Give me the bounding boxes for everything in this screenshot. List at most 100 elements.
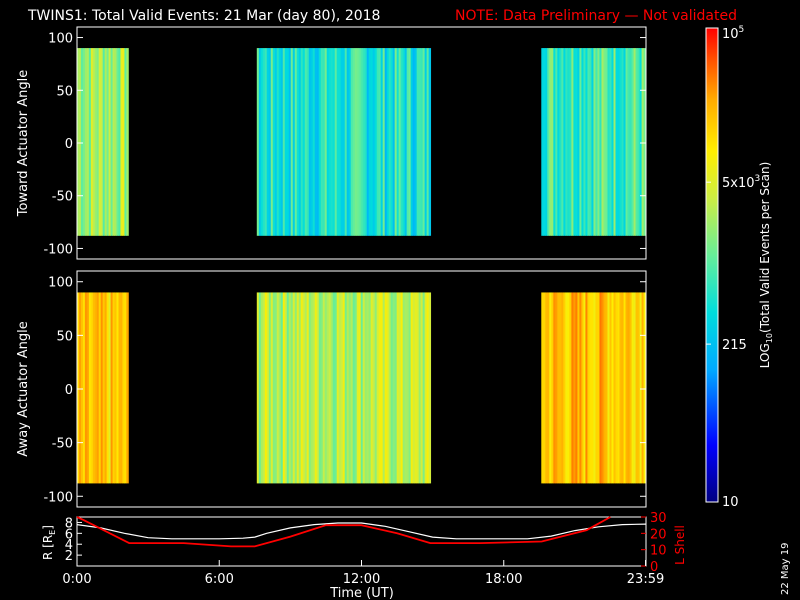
away-y-tick-label: -100 <box>43 490 73 505</box>
away-heatmap-column <box>360 292 364 484</box>
away-heatmap-column <box>77 292 80 484</box>
away-heatmap-column <box>286 292 290 484</box>
away-heatmap-column <box>627 292 630 484</box>
colorbar-tick-label: 5x103 <box>722 174 760 191</box>
toward-heatmap-column <box>593 48 596 236</box>
away-heatmap-column <box>637 292 640 484</box>
away-y-tick-label: 0 <box>65 383 73 398</box>
colorbar-scale <box>705 27 719 503</box>
toward-heatmap-column <box>112 48 115 236</box>
away-heatmap-column <box>563 292 566 484</box>
orbit-left-y-tick-label: 6 <box>65 527 73 542</box>
away-heatmap-column <box>613 292 616 484</box>
away-heatmap-column <box>272 292 276 484</box>
away-heatmap-column <box>623 292 626 484</box>
toward-heatmap-column <box>116 48 119 236</box>
away-heatmap-column <box>639 292 642 484</box>
away-heatmap-column <box>100 292 104 484</box>
toward-heatmap-column <box>282 48 286 236</box>
away-heatmap-column <box>376 292 380 484</box>
away-heatmap-column <box>374 292 378 484</box>
away-heatmap-column <box>310 292 314 484</box>
away-heatmap-column <box>338 292 342 484</box>
away-heatmap-column <box>86 292 90 484</box>
toward-heatmap-column <box>398 48 402 236</box>
toward-heatmap-panel: 100 50 0 -50 -100 Toward Actuator Angle <box>16 26 647 260</box>
away-heatmap-column <box>344 292 348 484</box>
toward-heatmap-column <box>364 48 368 236</box>
away-heatmap-column <box>280 292 284 484</box>
away-heatmap-column <box>290 292 294 484</box>
away-heatmap-column <box>370 292 374 484</box>
footer-date: 22 May 19 <box>780 543 791 595</box>
toward-heatmap-column <box>543 48 546 236</box>
away-heatmap-column <box>424 292 428 484</box>
toward-heatmap-column <box>312 48 316 236</box>
away-heatmap-column <box>557 292 560 484</box>
toward-heatmap-column <box>90 48 94 236</box>
colorbar-tick-label: 10 <box>722 495 739 510</box>
away-heatmap-column <box>617 292 620 484</box>
away-heatmap-column <box>577 292 580 484</box>
toward-heatmap-column <box>88 48 92 236</box>
away-heatmap-column <box>364 292 368 484</box>
away-heatmap-column <box>356 292 360 484</box>
toward-heatmap-column <box>362 48 366 236</box>
away-heatmap-column <box>262 292 266 484</box>
orbit-left-y-label-end: ] <box>41 525 55 530</box>
away-heatmap-column <box>390 292 394 484</box>
toward-heatmap-column <box>102 48 106 236</box>
away-heatmap-column <box>358 292 362 484</box>
toward-heatmap-column <box>114 48 117 236</box>
away-heatmap-column <box>342 292 346 484</box>
away-heatmap-column <box>266 292 270 484</box>
away-heatmap-column <box>304 292 308 484</box>
toward-heatmap-column <box>84 48 88 236</box>
toward-heatmap-column <box>611 48 614 236</box>
away-heatmap-column <box>258 292 262 484</box>
toward-heatmap-column <box>344 48 348 236</box>
away-heatmap-column <box>298 292 302 484</box>
toward-heatmap-column <box>286 48 290 236</box>
away-heatmap-column <box>631 292 634 484</box>
toward-heatmap-column <box>583 48 586 236</box>
toward-heatmap-column <box>547 48 550 236</box>
away-heatmap-column <box>78 292 82 484</box>
toward-heatmap-column <box>356 48 360 236</box>
away-heatmap-column <box>292 292 296 484</box>
away-heatmap-column <box>643 292 647 484</box>
away-heatmap-column <box>296 292 300 484</box>
away-y-ticks: 100 50 0 -50 -100 <box>43 276 646 505</box>
away-heatmap-column <box>585 292 588 484</box>
toward-heatmap-column <box>284 48 288 236</box>
away-heatmap-column <box>362 292 366 484</box>
toward-heatmap-column <box>308 48 312 236</box>
away-heatmap-column <box>104 292 108 484</box>
toward-heatmap-column <box>360 48 364 236</box>
away-heatmap-column <box>294 292 298 484</box>
toward-heatmap-column <box>631 48 634 236</box>
orbit-left-y-tick-label: 2 <box>65 549 73 564</box>
away-heatmap-column <box>597 292 600 484</box>
away-heatmap-column <box>392 292 396 484</box>
toward-heatmap-column <box>78 48 82 236</box>
toward-heatmap-column <box>376 48 380 236</box>
toward-heatmap-column <box>106 48 110 236</box>
toward-heatmap-column <box>368 48 372 236</box>
away-heatmap-column <box>601 292 604 484</box>
away-heatmap-column <box>118 292 121 484</box>
away-heatmap-column <box>106 292 110 484</box>
away-heatmap-column <box>274 292 278 484</box>
away-heatmap-column <box>282 292 286 484</box>
toward-heatmap-column <box>599 48 602 236</box>
away-heatmap-column <box>573 292 576 484</box>
toward-heatmap-column <box>354 48 358 236</box>
colorbar-tick-label: 215 <box>722 338 747 353</box>
toward-heatmap-column <box>288 48 292 236</box>
toward-heatmap-column <box>336 48 340 236</box>
away-heatmap-column <box>615 292 618 484</box>
away-heatmap-column <box>408 292 412 484</box>
toward-heatmap-column <box>573 48 576 236</box>
away-heatmap-column <box>619 292 622 484</box>
toward-heatmap-column <box>350 48 354 236</box>
